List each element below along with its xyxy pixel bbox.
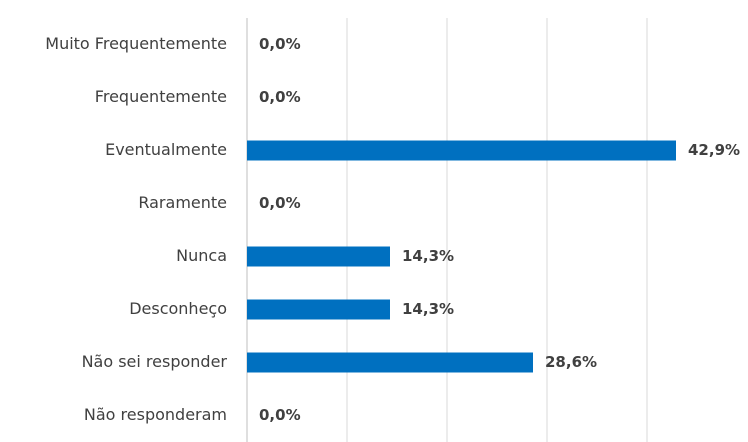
category-label: Não responderam <box>84 405 227 424</box>
category-label: Muito Frequentemente <box>45 34 227 53</box>
category-label: Frequentemente <box>95 87 227 106</box>
value-label: 0,0% <box>259 35 301 53</box>
category-label: Nunca <box>176 246 227 265</box>
bar <box>247 352 533 373</box>
category-label: Raramente <box>138 193 227 212</box>
value-label: 14,3% <box>402 300 454 318</box>
value-label: 28,6% <box>545 353 597 371</box>
category-label: Desconheço <box>129 299 227 318</box>
bar <box>247 299 390 320</box>
value-label: 14,3% <box>402 247 454 265</box>
bar <box>247 140 676 161</box>
category-label: Não sei responder <box>82 352 228 371</box>
bar <box>247 246 390 267</box>
value-label: 0,0% <box>259 406 301 424</box>
category-label: Eventualmente <box>105 140 227 159</box>
value-label: 42,9% <box>688 141 740 159</box>
value-label: 0,0% <box>259 194 301 212</box>
value-label: 0,0% <box>259 88 301 106</box>
